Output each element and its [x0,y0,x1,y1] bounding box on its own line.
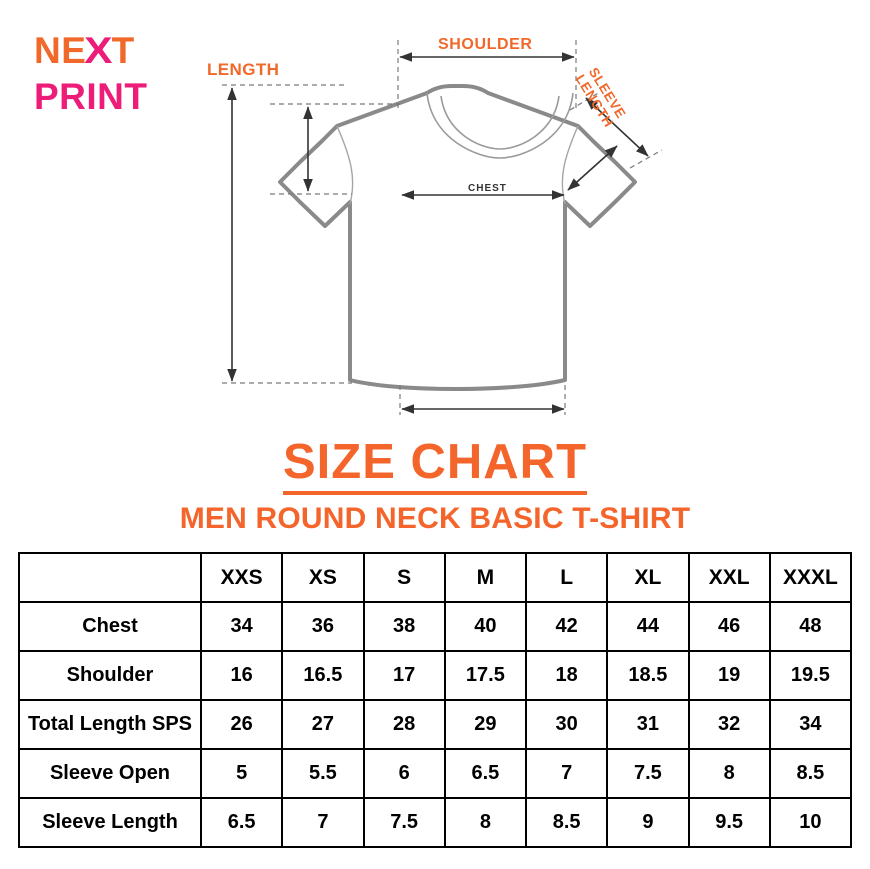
table-row: Sleeve Length 6.5 7 7.5 8 8.5 9 9.5 10 [18,797,853,848]
cell-total-length-sps-m: 29 [443,699,528,750]
guide-lines [222,40,663,415]
diagram-label-chest: CHEST [468,183,507,194]
page-subtitle: MEN ROUND NECK BASIC T-SHIRT [179,502,691,535]
measurement-label-sleeve-length: Sleeve Length [18,797,202,848]
cell-total-length-sps-xxl: 32 [687,699,771,750]
diagram-label-shoulder: SHOULDER [438,36,533,53]
measure-arrows [227,52,649,414]
cell-total-length-sps-xxs: 26 [199,699,284,750]
cell-shoulder-xxl: 19 [687,650,771,701]
cell-shoulder-xxs: 16 [199,650,284,701]
logo-text-print: PRINT [34,76,148,117]
cell-sleeve-length-xs: 7 [281,797,365,848]
cell-sleeve-length-l: 8.5 [524,797,609,848]
cell-total-length-sps-l: 30 [524,699,609,750]
cell-sleeve-open-xxl: 8 [687,748,771,799]
cell-sleeve-open-xl: 7.5 [606,748,690,799]
table-row: Sleeve Open 5 5.5 6 6.5 7 7.5 8 8.5 [18,748,853,799]
logo-next-part2: T [111,30,135,71]
size-header-s: S [362,552,446,603]
measurement-label-sleeve-open: Sleeve Open [18,748,202,799]
cell-chest-xxl: 46 [687,601,771,652]
cell-shoulder-xs: 16.5 [281,650,365,701]
tshirt-outline [278,84,637,391]
cell-shoulder-s: 17 [362,650,446,701]
table-corner-cell [18,552,202,603]
table-row: Total Length SPS 26 27 28 29 30 31 32 34 [18,699,853,750]
logo-x-glyph: X [84,30,114,71]
cell-sleeve-length-xxl: 9.5 [687,797,771,848]
measurement-label-shoulder: Shoulder [18,650,202,701]
cell-shoulder-xl: 18.5 [606,650,690,701]
size-chart-table: XXS XS S M L XL XXL XXXL Chest 34 36 38 40 42 44 46 48 S… [18,552,853,848]
cell-sleeve-open-l: 7 [524,748,609,799]
table-body: Chest 34 36 38 40 42 44 46 48 Shoulder 16 16.5 17 17.… [18,601,853,848]
size-header-xxs: XXS [199,552,284,603]
cell-sleeve-length-xxxl: 10 [768,797,853,848]
cell-total-length-sps-xs: 27 [281,699,365,750]
table-header-row: XXS XS S M L XL XXL XXXL [18,552,853,603]
arrow-sleeve-open [567,145,618,191]
cell-sleeve-length-m: 8 [443,797,528,848]
size-header-l: L [524,552,609,603]
cell-shoulder-m: 17.5 [443,650,528,701]
cell-chest-xl: 44 [606,601,690,652]
cell-sleeve-length-s: 7.5 [362,797,446,848]
cell-chest-xxxl: 48 [768,601,853,652]
cell-sleeve-length-xxs: 6.5 [199,797,284,848]
cell-total-length-sps-s: 28 [362,699,446,750]
table-row: Chest 34 36 38 40 42 44 46 48 [18,601,853,652]
brand-logo: NEXT PRINT [34,32,184,124]
size-header-m: M [443,552,528,603]
arrow-sleeve-length [585,97,649,157]
logo-text-next: NEXT [34,32,184,69]
tshirt-technical-drawing [222,40,663,415]
cell-chest-s: 38 [362,601,446,652]
cell-total-length-sps-xxxl: 34 [768,699,853,750]
tshirt-diagram: LENGTH SHOULDER SLEEVE LENGTH CHEST [0,0,870,430]
diagram-label-length: LENGTH [207,60,280,79]
cell-chest-l: 42 [524,601,609,652]
cell-sleeve-open-xs: 5.5 [281,748,365,799]
neckline [426,92,574,159]
measurement-label-chest: Chest [18,601,202,652]
cell-total-length-sps-xl: 31 [606,699,690,750]
page-title: SIZE CHART [0,434,870,495]
cell-shoulder-l: 18 [524,650,609,701]
size-header-xl: XL [606,552,690,603]
size-header-xs: XS [281,552,365,603]
cell-sleeve-open-xxxl: 8.5 [768,748,853,799]
cell-sleeve-length-xl: 9 [606,797,690,848]
cell-chest-m: 40 [443,601,528,652]
cell-chest-xs: 36 [281,601,365,652]
cell-sleeve-open-s: 6 [362,748,446,799]
page-title-text: SIZE CHART [283,435,587,495]
measurement-label-total-length-sps: Total Length SPS [18,699,202,750]
cell-sleeve-open-m: 6.5 [443,748,528,799]
cell-shoulder-xxxl: 19.5 [768,650,853,701]
logo-next-part1: NE [34,30,87,71]
size-header-xxxl: XXXL [768,552,853,603]
cell-sleeve-open-xxs: 5 [199,748,284,799]
cell-chest-xxs: 34 [199,601,284,652]
table-row: Shoulder 16 16.5 17 17.5 18 18.5 19 19.5 [18,650,853,701]
size-header-xxl: XXL [687,552,771,603]
